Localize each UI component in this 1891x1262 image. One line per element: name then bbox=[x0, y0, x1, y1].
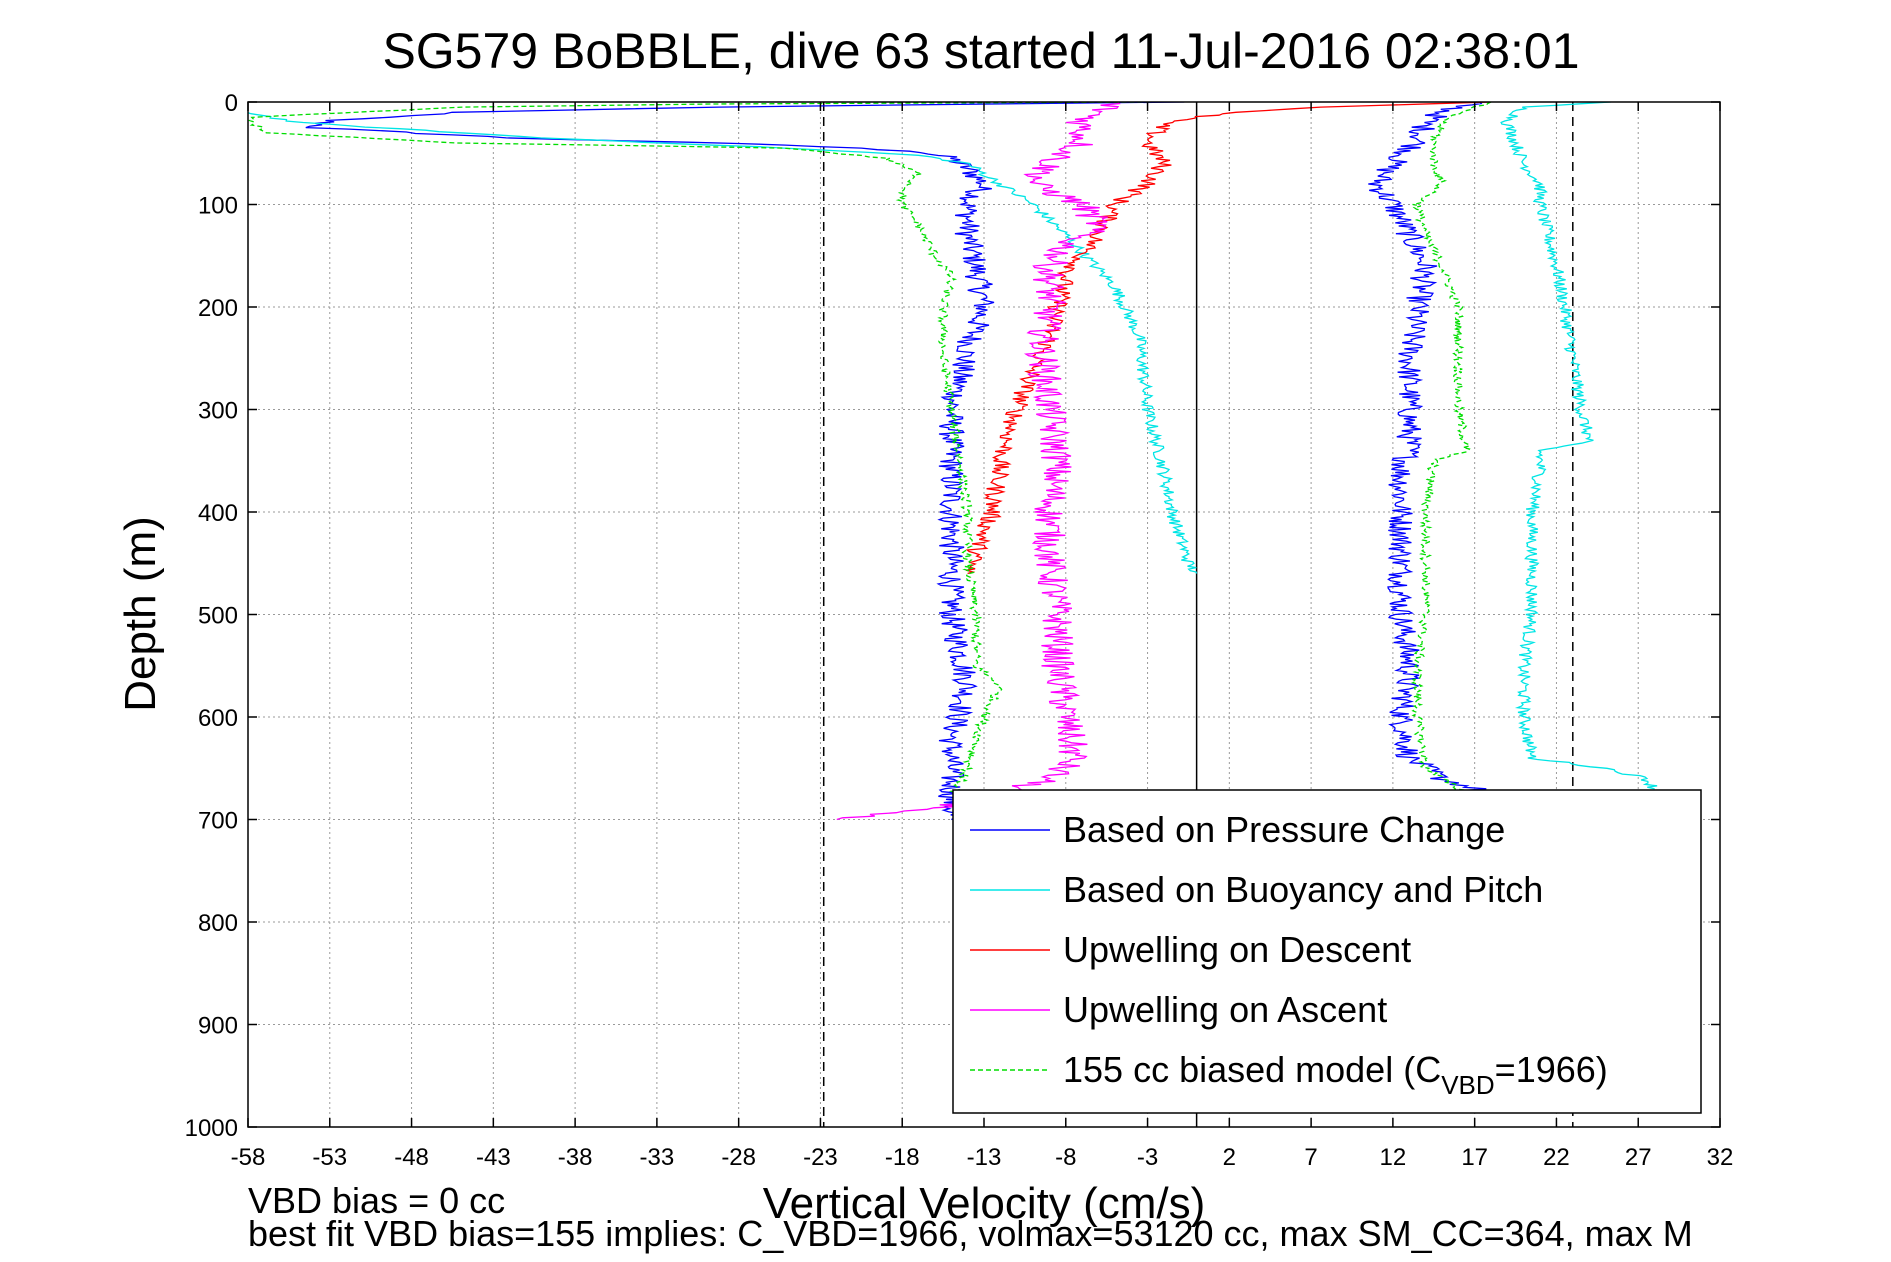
x-tick-label: -18 bbox=[885, 1144, 920, 1171]
y-tick-label: 700 bbox=[198, 808, 238, 835]
y-tick-label: 500 bbox=[198, 603, 238, 630]
y-axis-ticks: 0 100 200 300 400 500 600 700 800 900 1000 bbox=[185, 90, 1720, 1142]
y-tick-label: 0 bbox=[225, 90, 238, 117]
x-tick-label: -13 bbox=[967, 1144, 1002, 1171]
legend-label: 155 cc biased model (CVBD=1966) bbox=[1063, 1049, 1608, 1100]
series-line-1 bbox=[305, 102, 1185, 821]
legend-label: Based on Pressure Change bbox=[1063, 809, 1505, 850]
series-line-5 bbox=[248, 102, 1151, 800]
x-tick-label: -3 bbox=[1137, 1144, 1158, 1171]
x-tick-label: -48 bbox=[394, 1144, 429, 1171]
x-tick-label: 32 bbox=[1707, 1144, 1734, 1171]
x-tick-label: 2 bbox=[1223, 1144, 1236, 1171]
legend: Based on Pressure Change Based on Buoyanc… bbox=[952, 789, 1702, 1114]
footer-line-2: best fit VBD bias=155 implies: C_VBD=196… bbox=[248, 1213, 1693, 1254]
x-tick-label: 17 bbox=[1461, 1144, 1488, 1171]
y-tick-label: 300 bbox=[198, 398, 238, 425]
legend-label: Based on Buoyancy and Pitch bbox=[1063, 869, 1543, 910]
chart-title: SG579 BoBBLE, dive 63 started 11-Jul-201… bbox=[382, 23, 1579, 79]
x-axis-ticks: -58 -53 -48 -43 -38 -33 -28 -23 -18 -13 -8 -3 2 7 12 17… bbox=[231, 102, 1734, 1171]
x-axis-label: Vertical Velocity (cm/s) bbox=[763, 1179, 1206, 1228]
legend-label: Upwelling on Descent bbox=[1063, 929, 1411, 970]
y-tick-label: 800 bbox=[198, 910, 238, 937]
x-tick-label: -58 bbox=[231, 1144, 266, 1171]
y-tick-label: 200 bbox=[198, 295, 238, 322]
series-line-1 bbox=[1368, 102, 1528, 810]
y-tick-label: 600 bbox=[198, 705, 238, 732]
y-tick-label: 400 bbox=[198, 500, 238, 527]
x-tick-label: -38 bbox=[558, 1144, 593, 1171]
x-tick-label: -43 bbox=[476, 1144, 511, 1171]
legend-label: Upwelling on Ascent bbox=[1063, 989, 1387, 1030]
series-group bbox=[248, 102, 1658, 821]
series-line-2 bbox=[1500, 102, 1658, 790]
x-tick-label: -8 bbox=[1055, 1144, 1076, 1171]
series-line-2 bbox=[248, 112, 1198, 574]
x-tick-label: -53 bbox=[312, 1144, 347, 1171]
y-axis-label: Depth (m) bbox=[116, 516, 165, 712]
y-tick-label: 100 bbox=[198, 193, 238, 220]
x-tick-label: -28 bbox=[721, 1144, 756, 1171]
legend-box bbox=[952, 789, 1702, 1114]
series-line-4 bbox=[836, 102, 1121, 821]
x-tick-label: -33 bbox=[640, 1144, 675, 1171]
x-tick-label: 22 bbox=[1543, 1144, 1570, 1171]
y-tick-label: 1000 bbox=[185, 1115, 238, 1142]
x-tick-label: -23 bbox=[803, 1144, 838, 1171]
footer-line-1: VBD bias = 0 cc bbox=[248, 1180, 505, 1221]
x-tick-label: 27 bbox=[1625, 1144, 1652, 1171]
series-line-5 bbox=[1410, 102, 1492, 800]
y-tick-label: 900 bbox=[198, 1013, 238, 1040]
x-tick-label: 7 bbox=[1304, 1144, 1317, 1171]
x-tick-label: 12 bbox=[1380, 1144, 1407, 1171]
